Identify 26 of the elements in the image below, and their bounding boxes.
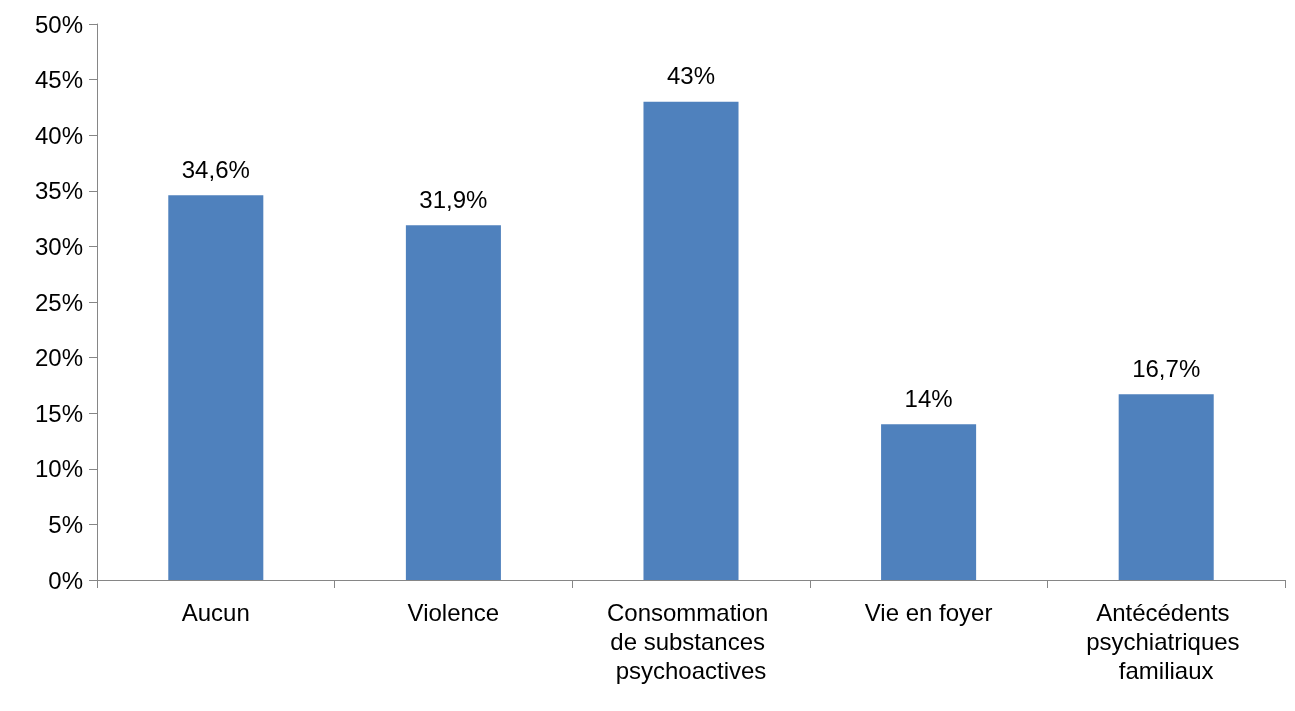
x-tick-label: Consommation de substances psychoactives	[606, 599, 776, 684]
bar	[1118, 394, 1214, 580]
data-label: 43%	[666, 62, 716, 90]
y-tick-label: 40%	[34, 121, 83, 149]
data-label: 31,9%	[419, 185, 488, 213]
y-tick-label: 10%	[34, 455, 83, 483]
y-tick-label: 5%	[48, 510, 83, 538]
y-tick-label: 20%	[34, 344, 83, 372]
data-label: 14%	[904, 384, 953, 412]
bar	[881, 424, 977, 580]
bar	[405, 225, 501, 580]
y-tick-label: 25%	[34, 288, 83, 316]
x-tick-label: Aucun	[181, 599, 250, 626]
y-tick-label: 15%	[34, 399, 83, 427]
y-tick-label: 0%	[48, 566, 83, 594]
bar	[168, 195, 264, 580]
x-tick-label: Violence	[407, 599, 500, 626]
x-tick-label: Vie en foyer	[864, 599, 993, 626]
x-tick-label: Antécédents psychiatriques familiaux	[1086, 599, 1247, 684]
data-label: 16,7%	[1132, 354, 1201, 382]
y-tick-label: 45%	[34, 66, 83, 94]
y-tick-label: 30%	[34, 232, 83, 260]
data-label: 34,6%	[181, 155, 250, 183]
y-tick-label: 35%	[34, 177, 83, 205]
y-tick-label: 50%	[34, 10, 83, 38]
bar	[643, 101, 739, 580]
